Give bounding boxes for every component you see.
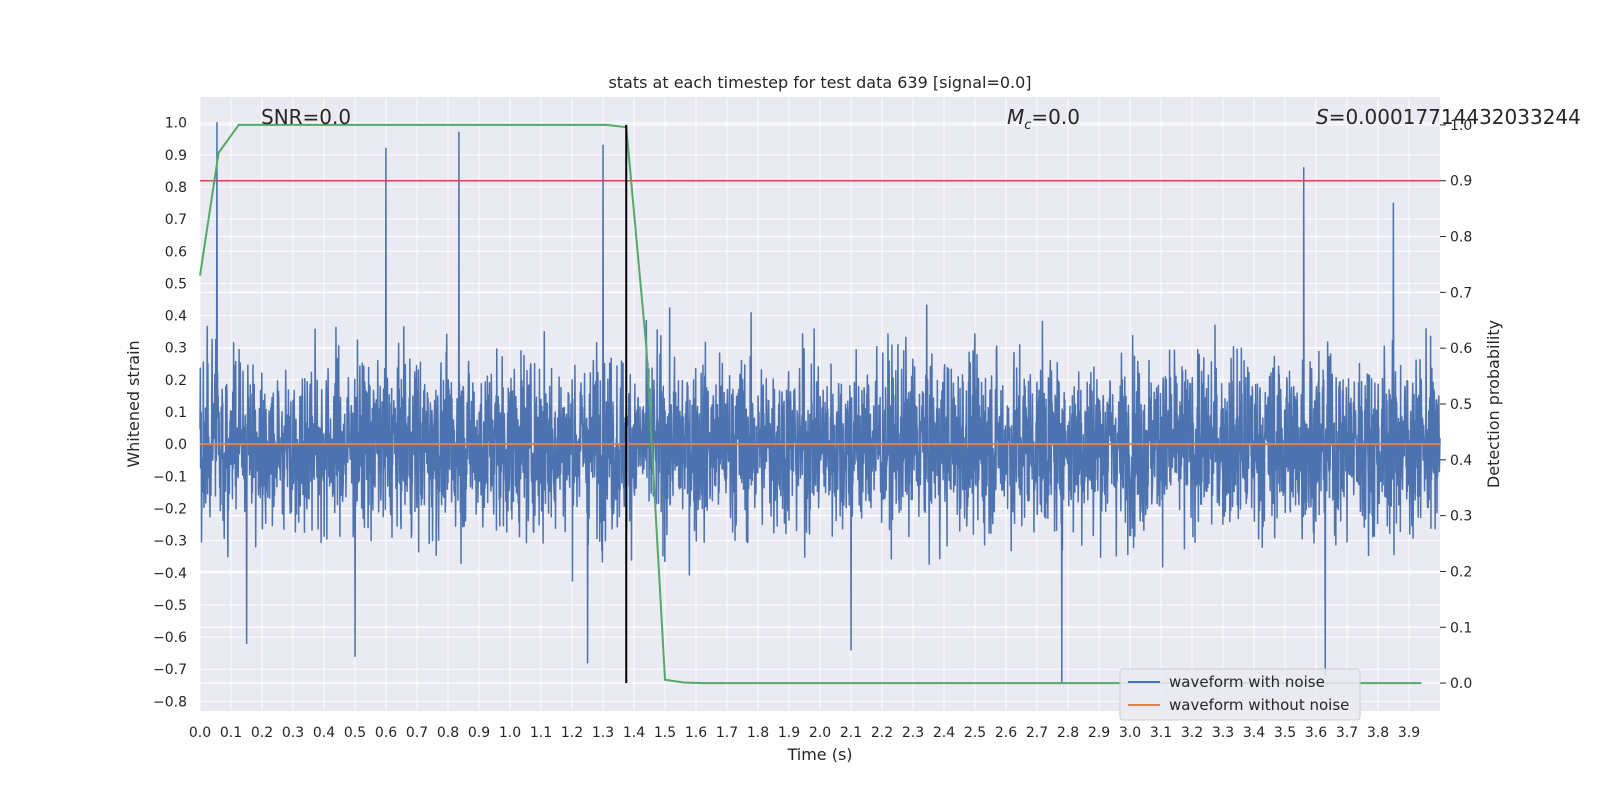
y-tick-labels-right: 1.0 0.9 0.8 0.7 0.6 0.5 0.4 0.3 0.2 0.1 0.0 bbox=[1440, 118, 1472, 692]
x-tick-label: 3.1 bbox=[1150, 725, 1172, 741]
x-tick-label: 2.3 bbox=[902, 725, 924, 741]
y-tick-label-left: −0.5 bbox=[153, 598, 187, 614]
series-waveform-with-noise bbox=[199, 121, 1441, 683]
y-tick-label-right: 0.7 bbox=[1450, 285, 1472, 301]
series-detection-probability bbox=[199, 123, 1422, 685]
annotation-snr: SNR=0.0 bbox=[261, 105, 351, 129]
y-tick-label-right: 0.2 bbox=[1450, 564, 1472, 580]
legend-box bbox=[1119, 668, 1361, 721]
y-tick-label-left: 0.4 bbox=[165, 309, 187, 325]
y-tick-label-left: −0.2 bbox=[153, 501, 187, 517]
y-tick-label-right: 0.9 bbox=[1450, 174, 1472, 190]
y-tick-label-left: 1.0 bbox=[165, 116, 187, 132]
y-tick-label-left: −0.8 bbox=[153, 694, 187, 710]
y-tick-label-left: 0.8 bbox=[165, 180, 187, 196]
x-tick-label: 0.7 bbox=[406, 725, 428, 741]
x-tick-label: 2.9 bbox=[1088, 725, 1110, 741]
y-tick-label-right: 0.3 bbox=[1450, 509, 1472, 525]
x-tick-label: 3.0 bbox=[1119, 725, 1141, 741]
y-tick-label-right: 0.5 bbox=[1450, 397, 1472, 413]
y-tick-label-right: 0.6 bbox=[1450, 341, 1472, 357]
x-tick-label: 0.0 bbox=[189, 725, 211, 741]
x-tick-label: 0.3 bbox=[282, 725, 304, 741]
y-tick-label-left: 0.0 bbox=[165, 437, 187, 453]
annotation-chirp-mass: Mc=0.0 bbox=[1007, 105, 1080, 133]
y-tick-label-left: 0.9 bbox=[165, 148, 187, 164]
x-tick-label: 0.9 bbox=[468, 725, 490, 741]
legend-label-noise: waveform with noise bbox=[1169, 673, 1325, 691]
y-tick-labels-left: 1.0 0.9 0.8 0.7 0.6 0.5 0.4 0.3 0.2 0.1 0.0 −0.1 −0.… bbox=[153, 116, 187, 711]
x-tick-label: 0.1 bbox=[220, 725, 242, 741]
chart-title: stats at each timestep for test data 639… bbox=[608, 73, 1031, 92]
x-tick-label: 1.9 bbox=[778, 725, 800, 741]
x-tick-label: 1.2 bbox=[561, 725, 583, 741]
legend-label-no-noise: waveform without noise bbox=[1169, 696, 1349, 714]
y-tick-label-left: 0.6 bbox=[165, 244, 187, 260]
x-tick-label: 0.8 bbox=[437, 725, 459, 741]
x-tick-label: 0.4 bbox=[313, 725, 335, 741]
x-tick-label: 0.2 bbox=[251, 725, 273, 741]
x-tick-label: 1.7 bbox=[716, 725, 738, 741]
series-noise-line bbox=[199, 121, 1441, 683]
x-tick-label: 2.7 bbox=[1026, 725, 1048, 741]
x-tick-label: 2.2 bbox=[871, 725, 893, 741]
x-tick-label: 3.4 bbox=[1243, 725, 1265, 741]
x-tick-label: 0.6 bbox=[375, 725, 397, 741]
y-tick-label-right: 1.0 bbox=[1450, 118, 1472, 134]
x-tick-label: 1.5 bbox=[654, 725, 676, 741]
y-tick-label-right: 0.1 bbox=[1450, 620, 1472, 636]
x-tick-label: 3.5 bbox=[1274, 725, 1296, 741]
y-axis-label-left: Whitened strain bbox=[124, 340, 143, 467]
legend: waveform with noise waveform without noi… bbox=[1119, 668, 1361, 721]
x-tick-label: 1.8 bbox=[747, 725, 769, 741]
x-tick-label: 3.8 bbox=[1367, 725, 1389, 741]
y-tick-label-left: −0.1 bbox=[153, 469, 187, 485]
x-tick-label: 1.6 bbox=[685, 725, 707, 741]
x-tick-label: 3.6 bbox=[1305, 725, 1327, 741]
x-tick-label: 2.1 bbox=[840, 725, 862, 741]
annotation-s-value: S=0.00017714432033244 bbox=[1316, 105, 1581, 129]
y-tick-label-left: −0.7 bbox=[153, 662, 187, 678]
y-tick-label-left: −0.3 bbox=[153, 534, 187, 550]
x-tick-label: 3.9 bbox=[1398, 725, 1420, 741]
x-tick-label: 3.2 bbox=[1181, 725, 1203, 741]
x-tick-label: 2.4 bbox=[933, 725, 955, 741]
x-tick-label: 2.6 bbox=[995, 725, 1017, 741]
y-axis-label-right: Detection probability bbox=[1484, 320, 1503, 488]
x-tick-label: 0.5 bbox=[344, 725, 366, 741]
y-tick-label-left: 0.7 bbox=[165, 212, 187, 228]
y-tick-label-left: −0.4 bbox=[153, 566, 187, 582]
y-tick-label-left: 0.5 bbox=[165, 276, 187, 292]
y-tick-label-left: −0.6 bbox=[153, 630, 187, 646]
x-tick-label: 1.3 bbox=[592, 725, 614, 741]
y-tick-label-right: 0.8 bbox=[1450, 230, 1472, 246]
y-tick-label-right: 0.4 bbox=[1450, 453, 1472, 469]
x-tick-label: 1.1 bbox=[530, 725, 552, 741]
x-tick-label: 2.0 bbox=[809, 725, 831, 741]
x-tick-labels: 0.0 0.1 0.2 0.3 0.4 0.5 0.6 0.7 0.8 0.9 1.0 1.1 1.2 1… bbox=[189, 725, 1420, 741]
x-tick-label: 2.5 bbox=[964, 725, 986, 741]
x-tick-label: 3.3 bbox=[1212, 725, 1234, 741]
x-axis-label: Time (s) bbox=[786, 745, 852, 764]
x-tick-label: 1.0 bbox=[499, 725, 521, 741]
x-tick-label: 1.4 bbox=[623, 725, 645, 741]
y-tick-label-left: 0.1 bbox=[165, 405, 187, 421]
y-tick-label-left: 0.3 bbox=[165, 341, 187, 357]
y-tick-label-left: 0.2 bbox=[165, 373, 187, 389]
x-tick-label: 3.7 bbox=[1336, 725, 1358, 741]
x-tick-label: 2.8 bbox=[1057, 725, 1079, 741]
y-tick-label-right: 0.0 bbox=[1450, 676, 1472, 692]
